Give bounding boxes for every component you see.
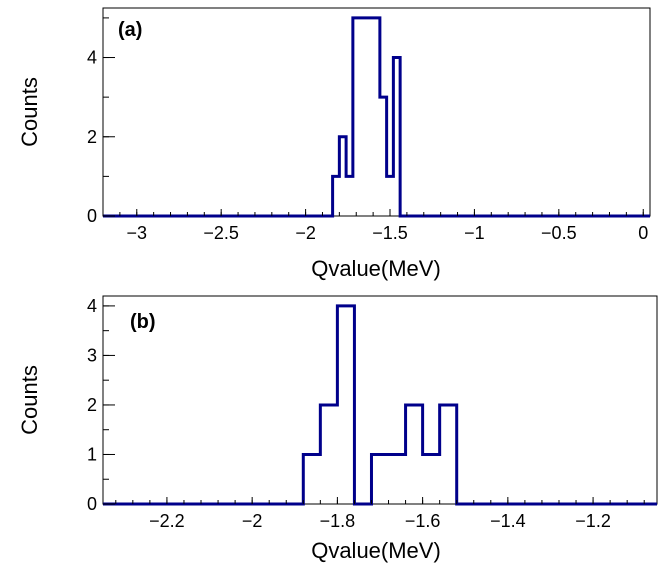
x-tick-label: −1 [464, 223, 485, 243]
y-tick-label: 0 [87, 206, 97, 226]
y-axis-label: Counts [17, 77, 42, 147]
x-tick-label: −1.8 [320, 511, 356, 531]
x-tick-label: −2 [295, 223, 316, 243]
panel-label: (a) [118, 19, 142, 41]
chart-panel-b: −2.2 −2 −1.8 −1.6 −1.4 −1.2 0 1 2 3 4 Qvalue(MeV) Co… [17, 295, 658, 563]
y-tick-label: 4 [87, 48, 97, 68]
x-tick-label: −1.5 [372, 223, 408, 243]
x-tick-label: −1.4 [490, 511, 526, 531]
x-tick-label: 0 [638, 223, 648, 243]
x-tick-label: −2.2 [149, 511, 185, 531]
y-axis-label: Counts [17, 365, 42, 435]
y-tick-label: 4 [87, 296, 97, 316]
y-tick-label: 0 [87, 494, 97, 514]
histogram-line [103, 16, 650, 218]
y-tick-label: 3 [87, 345, 97, 365]
x-tick-label: −2 [242, 511, 263, 531]
x-tick-label: −2.5 [203, 223, 239, 243]
x-tick-label: −0.5 [541, 223, 577, 243]
x-tick-label: −3 [126, 223, 147, 243]
y-tick-label: 2 [87, 127, 97, 147]
plot-frame [102, 295, 658, 505]
x-axis-label: Qvalue(MeV) [311, 256, 441, 281]
plot-frame [102, 7, 651, 217]
y-tick-label: 2 [87, 395, 97, 415]
x-tick-label: −1.6 [405, 511, 441, 531]
panel-label: (b) [130, 311, 156, 333]
y-tick-label: 1 [87, 444, 97, 464]
x-axis-label: Qvalue(MeV) [311, 538, 441, 563]
histogram-line [103, 304, 657, 506]
x-tick-label: −1.2 [575, 511, 611, 531]
chart-panel-a: −3 −2.5 −2 −1.5 −1 −0.5 0 0 2 4 Qvalue(MeV) Counts (… [17, 7, 651, 281]
